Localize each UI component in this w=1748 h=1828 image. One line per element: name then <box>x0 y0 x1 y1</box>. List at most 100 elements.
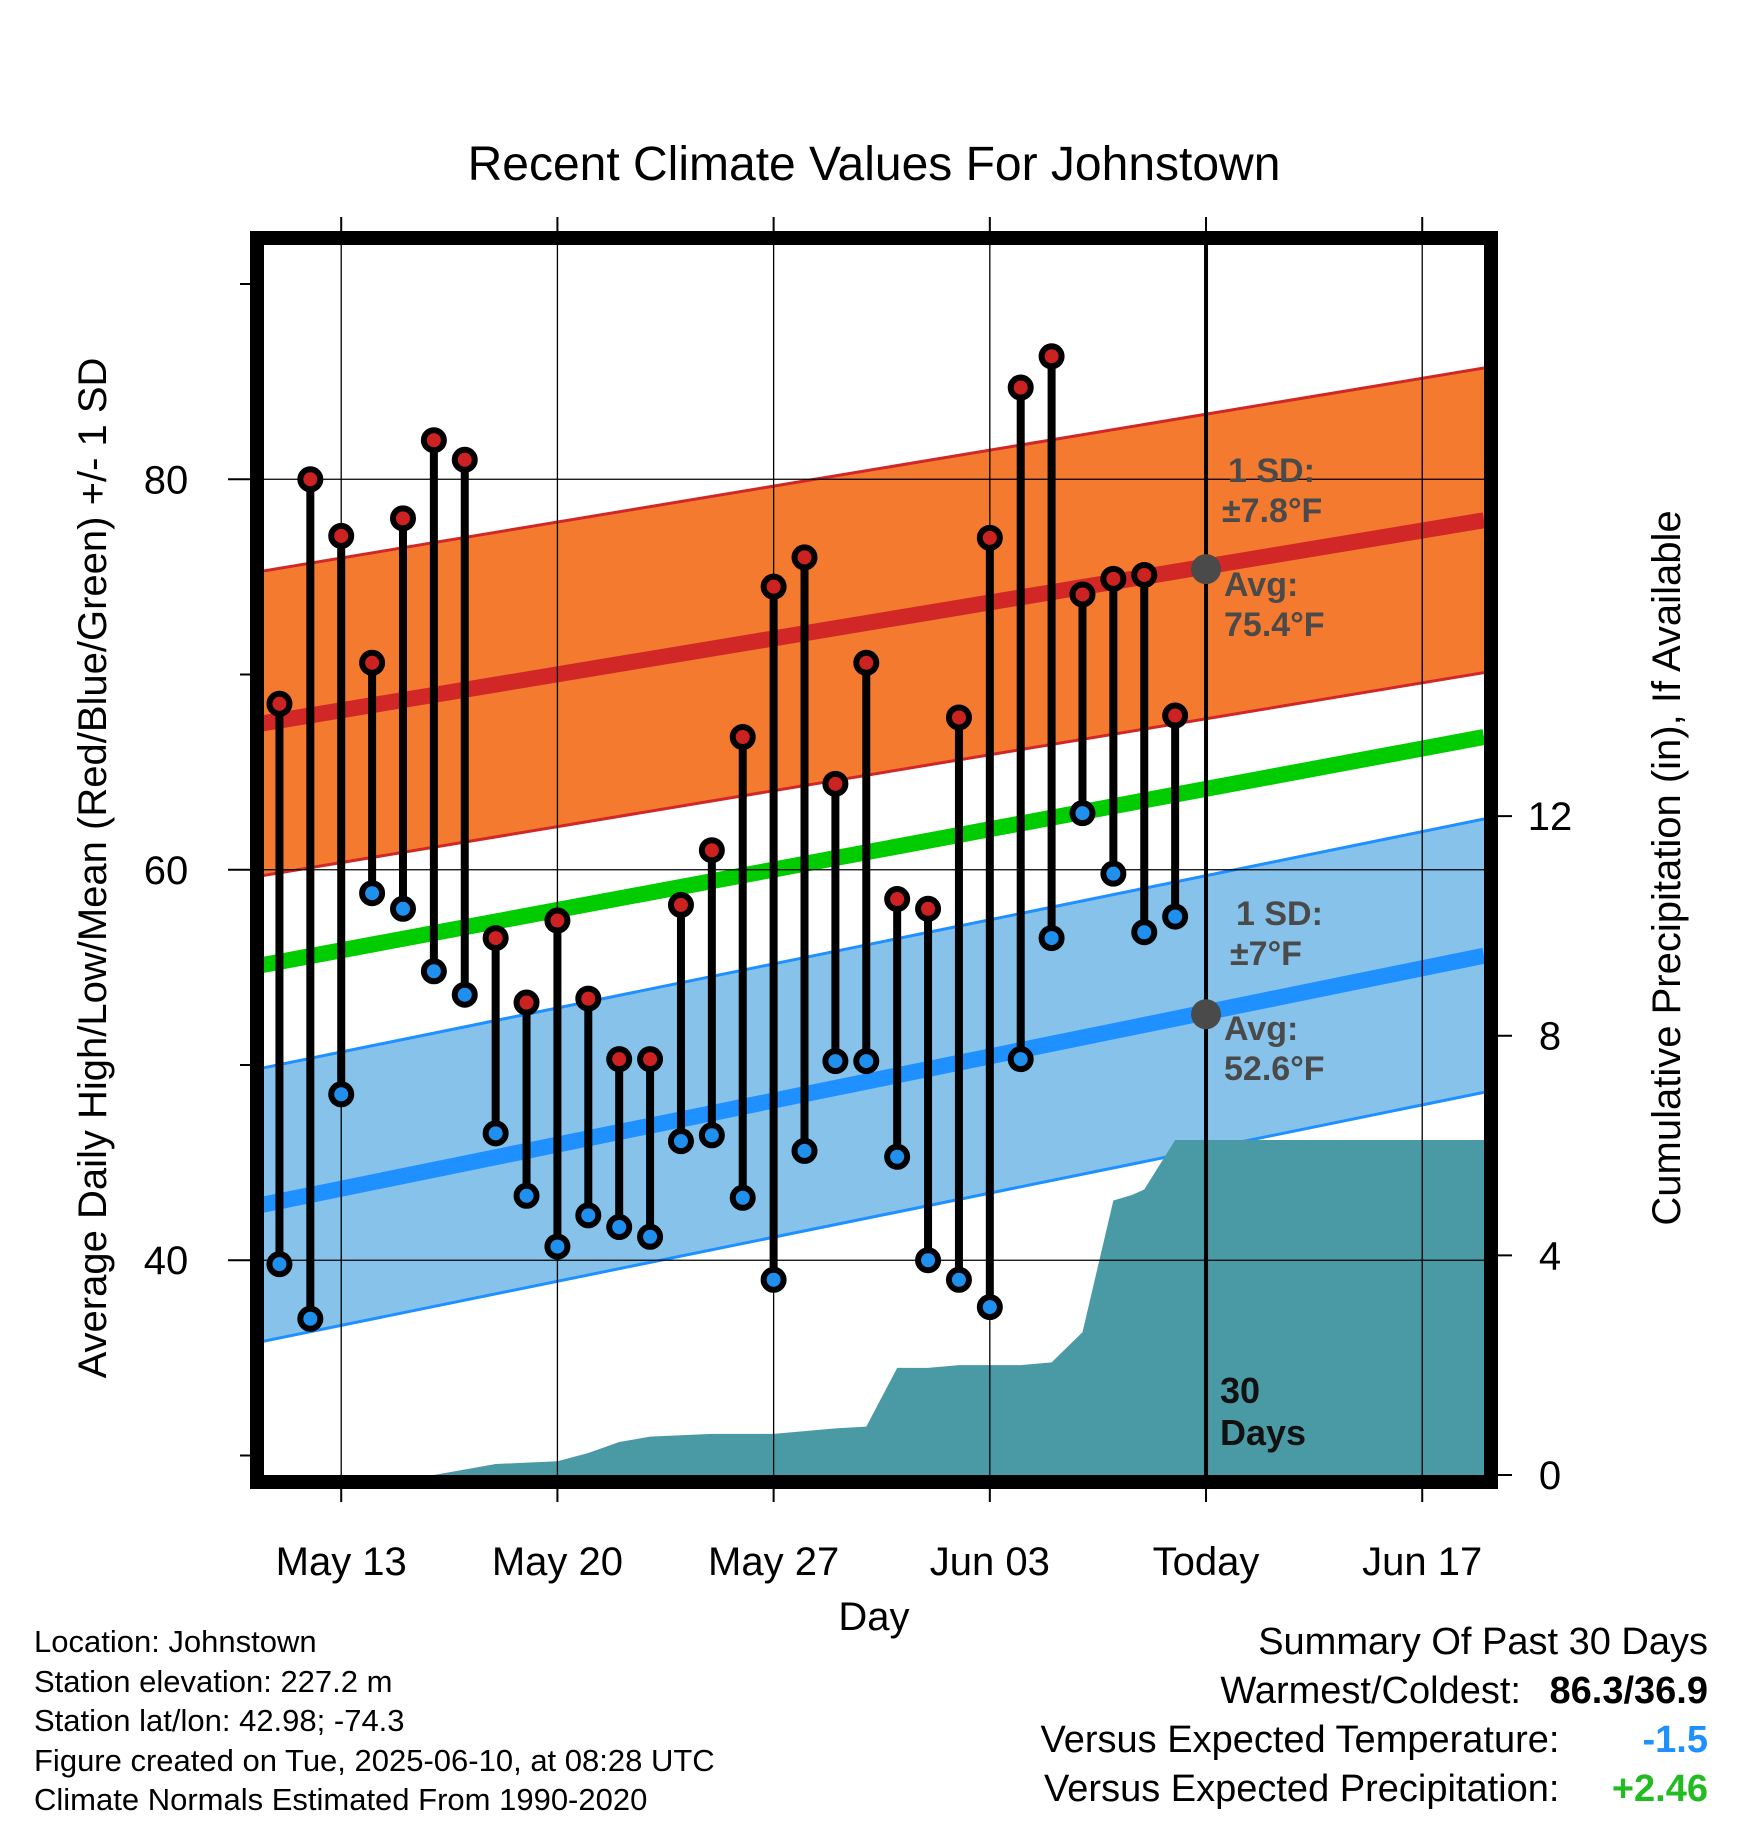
daily-low-point <box>853 1048 880 1075</box>
daily-low-point <box>667 1128 694 1155</box>
daily-high-point <box>822 770 849 797</box>
daily-high-point <box>976 524 1003 551</box>
daily-high-point <box>915 895 942 922</box>
axes: May 13 May 20 May 27 Jun 03 Today Jun 17 40 60 8… <box>144 217 1573 1584</box>
summary-precip-row: Versus Expected Precipitation: +2.46 <box>1041 1765 1708 1814</box>
high-sd-label: 1 SD: <box>1228 452 1315 490</box>
elevation-text: Station elevation: 227.2 m <box>34 1663 393 1699</box>
daily-low-point <box>637 1223 664 1250</box>
daily-low-point <box>729 1184 756 1211</box>
daily-high-point <box>389 505 416 532</box>
daily-high-point <box>606 1046 633 1073</box>
y-tick-label-right: 8 <box>1539 1015 1561 1059</box>
daily-high-point <box>791 544 818 571</box>
y-tick-label-right: 12 <box>1528 795 1573 839</box>
days-label-number: 30 <box>1220 1370 1260 1411</box>
daily-low-point <box>420 958 447 985</box>
daily-low-point <box>575 1202 602 1229</box>
latlon-text: Station lat/lon: 42.98; -74.3 <box>34 1703 405 1738</box>
location-text: Location: Johnstown <box>34 1624 317 1659</box>
daily-low-point <box>1131 919 1158 946</box>
normals-text: Climate Normals Estimated From 1990-2020 <box>34 1782 648 1817</box>
y-tick-label-right: 0 <box>1539 1454 1561 1498</box>
y-tick-label-left: 80 <box>144 458 189 502</box>
daily-high-point <box>482 925 509 952</box>
daily-high-point <box>1007 374 1034 401</box>
daily-low-point <box>606 1214 633 1241</box>
daily-high-point <box>1038 343 1065 370</box>
daily-low-point <box>884 1143 911 1170</box>
high-avg-value: 75.4°F <box>1224 606 1325 644</box>
daily-high-point <box>698 837 725 864</box>
x-tick-label: Jun 17 <box>1362 1540 1482 1584</box>
warmest-label: Warmest/Coldest: <box>1220 1670 1521 1712</box>
x-tick-label: Jun 03 <box>930 1540 1050 1584</box>
daily-high-point <box>760 573 787 600</box>
daily-high-point <box>420 427 447 454</box>
daily-low-point <box>1069 800 1096 827</box>
plot-frame <box>250 231 1498 1489</box>
low-avg-value: 52.6°F <box>1224 1050 1325 1088</box>
daily-high-point <box>1162 702 1189 729</box>
high-sd-band-upper-edge <box>264 366 1484 573</box>
high-avg-marker <box>1191 554 1222 585</box>
daily-low-point <box>1100 860 1127 887</box>
low-sd-band-upper-edge <box>264 817 1484 1070</box>
y-axis-label-right: Cumulative Precipitation (in), If Availa… <box>1645 510 1689 1225</box>
daily-high-point <box>297 466 324 493</box>
summary-title: Summary Of Past 30 Days <box>1258 1621 1708 1663</box>
daily-high-point <box>359 649 386 676</box>
daily-low-point <box>328 1081 355 1108</box>
daily-high-point <box>575 985 602 1012</box>
daily-high-point <box>451 446 478 473</box>
y-tick-label-left: 60 <box>144 849 189 893</box>
daily-high-point <box>266 690 293 717</box>
daily-high-point <box>513 989 540 1016</box>
daily-low-point <box>760 1266 787 1293</box>
high-sd-value: ±7.8°F <box>1222 492 1322 530</box>
low-normal-line <box>264 947 1484 1213</box>
y-tick-label-left: 40 <box>144 1239 189 1283</box>
daily-low-point <box>389 895 416 922</box>
daily-high-point <box>945 704 972 731</box>
daily-low-point <box>1007 1046 1034 1073</box>
daily-low-point <box>915 1247 942 1274</box>
high-sd-band-lower-edge <box>264 671 1484 877</box>
daily-low-point <box>482 1120 509 1147</box>
daily-low-point <box>791 1137 818 1164</box>
warmest-value: 86.3/36.9 <box>1549 1670 1708 1712</box>
x-tick-label: May 27 <box>708 1540 839 1584</box>
summary-warmest-row: Warmest/Coldest: 86.3/36.9 <box>1041 1667 1708 1716</box>
high-avg-label: Avg: <box>1224 566 1298 604</box>
daily-low-point <box>544 1233 571 1260</box>
y-axis-label-left: Average Daily High/Low/Mean (Red/Blue/Gr… <box>71 358 115 1379</box>
daily-high-point <box>884 886 911 913</box>
x-tick-label: May 20 <box>492 1540 623 1584</box>
x-axis-label: Day <box>838 1595 909 1639</box>
daily-low-point <box>359 880 386 907</box>
x-tick-label: Today <box>1153 1540 1260 1584</box>
daily-low-point <box>945 1266 972 1293</box>
daily-low-point <box>513 1182 540 1209</box>
daily-high-point <box>1131 561 1158 588</box>
precip-label: Versus Expected Precipitation: <box>1044 1768 1560 1810</box>
low-avg-label: Avg: <box>1224 1010 1298 1048</box>
daily-high-point <box>544 907 571 934</box>
daily-low-point <box>451 981 478 1008</box>
low-avg-marker <box>1191 999 1222 1030</box>
created-text: Figure created on Tue, 2025-06-10, at 08… <box>34 1742 715 1778</box>
daily-low-point <box>698 1122 725 1149</box>
daily-high-point <box>637 1046 664 1073</box>
station-info: Location: Johnstown Station elevation: 2… <box>34 1622 715 1820</box>
daily-high-point <box>729 724 756 750</box>
summary-panel: Summary Of Past 30 Days Warmest/Coldest:… <box>1041 1618 1708 1814</box>
daily-low-point <box>976 1294 1003 1321</box>
temp-value: -1.5 <box>1642 1719 1708 1761</box>
x-tick-label: May 13 <box>276 1540 407 1584</box>
daily-low-point <box>822 1048 849 1075</box>
low-sd-label: 1 SD: <box>1236 895 1323 933</box>
low-sd-value: ±7°F <box>1230 935 1302 973</box>
chart-title: Recent Climate Values For Johnstown <box>468 138 1281 191</box>
